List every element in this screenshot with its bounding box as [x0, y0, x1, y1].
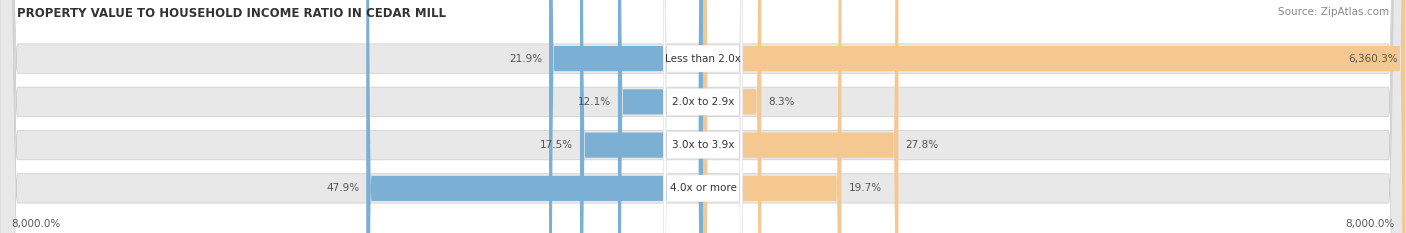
FancyBboxPatch shape [664, 0, 742, 233]
Text: 8,000.0%: 8,000.0% [11, 219, 60, 229]
Text: 21.9%: 21.9% [509, 54, 543, 64]
FancyBboxPatch shape [548, 0, 703, 233]
Text: 12.1%: 12.1% [578, 97, 612, 107]
FancyBboxPatch shape [703, 0, 898, 233]
Text: 6,360.3%: 6,360.3% [1348, 54, 1398, 64]
Text: 17.5%: 17.5% [540, 140, 574, 150]
FancyBboxPatch shape [703, 0, 1405, 233]
Text: 4.0x or more: 4.0x or more [669, 183, 737, 193]
Text: Source: ZipAtlas.com: Source: ZipAtlas.com [1278, 7, 1389, 17]
Text: 8,000.0%: 8,000.0% [1346, 219, 1395, 229]
FancyBboxPatch shape [366, 0, 703, 233]
Text: Less than 2.0x: Less than 2.0x [665, 54, 741, 64]
Text: 8.3%: 8.3% [768, 97, 794, 107]
FancyBboxPatch shape [703, 0, 841, 233]
FancyBboxPatch shape [619, 0, 703, 233]
Text: 3.0x to 3.9x: 3.0x to 3.9x [672, 140, 734, 150]
Text: PROPERTY VALUE TO HOUSEHOLD INCOME RATIO IN CEDAR MILL: PROPERTY VALUE TO HOUSEHOLD INCOME RATIO… [17, 7, 446, 20]
FancyBboxPatch shape [703, 0, 762, 233]
FancyBboxPatch shape [664, 0, 742, 233]
Text: 19.7%: 19.7% [849, 183, 882, 193]
FancyBboxPatch shape [581, 0, 703, 233]
Text: 27.8%: 27.8% [905, 140, 939, 150]
FancyBboxPatch shape [664, 0, 742, 233]
Text: 2.0x to 2.9x: 2.0x to 2.9x [672, 97, 734, 107]
Text: 47.9%: 47.9% [326, 183, 359, 193]
FancyBboxPatch shape [664, 0, 742, 233]
